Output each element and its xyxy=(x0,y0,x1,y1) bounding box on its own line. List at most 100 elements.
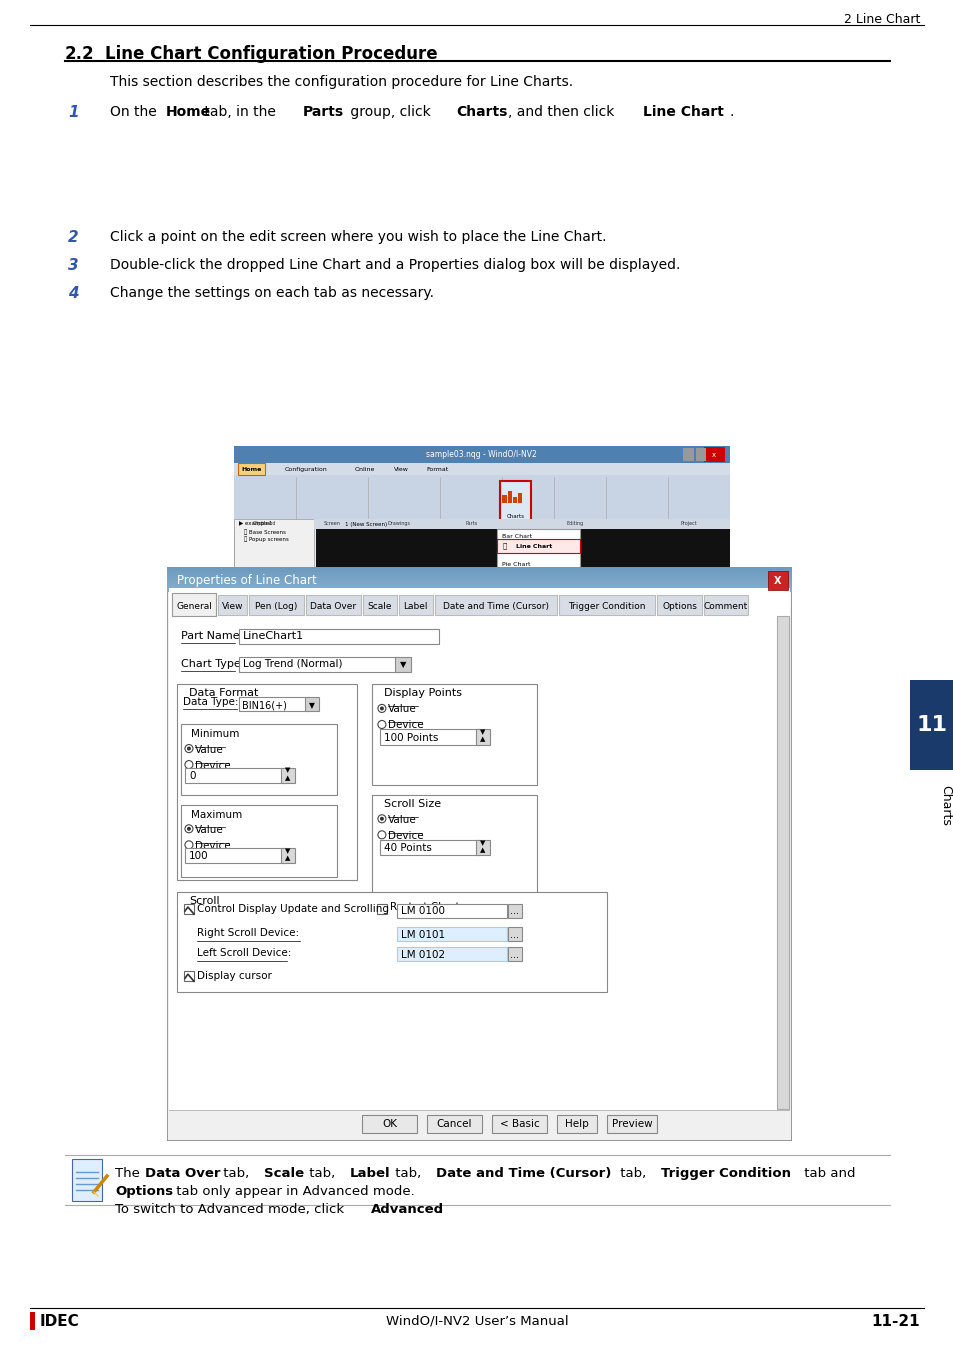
Text: View: View xyxy=(222,602,243,610)
Text: ▼: ▼ xyxy=(309,701,314,710)
Text: WindO/I-NV2 User’s Manual: WindO/I-NV2 User’s Manual xyxy=(385,1315,568,1327)
Bar xyxy=(435,595,557,616)
Text: ▼: ▼ xyxy=(399,660,406,668)
Circle shape xyxy=(377,705,386,713)
Text: < Basic: < Basic xyxy=(499,1119,538,1129)
Text: Data Format: Data Format xyxy=(189,688,258,698)
Bar xyxy=(476,840,490,855)
Bar xyxy=(316,520,729,574)
Text: ...: ... xyxy=(510,930,518,940)
Text: Date and Time (Cursor): Date and Time (Cursor) xyxy=(442,602,548,610)
Bar xyxy=(185,768,285,783)
Bar xyxy=(167,567,791,593)
Text: Bar Chart: Bar Chart xyxy=(502,535,532,539)
Text: tab,: tab, xyxy=(391,1166,425,1180)
Text: Meter: Meter xyxy=(502,570,520,575)
Text: Screen: Screen xyxy=(323,521,340,526)
Text: Value: Value xyxy=(388,705,416,714)
Text: Data Type:: Data Type: xyxy=(183,698,238,707)
Bar xyxy=(181,805,336,878)
Bar xyxy=(557,1115,597,1133)
Circle shape xyxy=(379,817,383,821)
Text: 0: 0 xyxy=(189,771,195,780)
Text: Device: Device xyxy=(388,830,423,841)
Text: 1: 1 xyxy=(68,105,78,120)
Text: tab only appear in Advanced mode.: tab only appear in Advanced mode. xyxy=(172,1185,415,1197)
Bar xyxy=(767,571,787,590)
Text: Right Scroll Device:: Right Scroll Device: xyxy=(196,927,298,938)
Bar xyxy=(507,948,521,961)
Text: Parts: Parts xyxy=(465,521,477,526)
Text: Data Over: Data Over xyxy=(310,602,356,610)
Text: Options: Options xyxy=(115,1185,172,1197)
Bar xyxy=(376,904,387,914)
Text: LM 0101: LM 0101 xyxy=(400,930,444,940)
Text: Scroll: Scroll xyxy=(189,896,219,906)
Text: x: x xyxy=(712,452,716,459)
Text: Pie Chart: Pie Chart xyxy=(502,562,531,567)
Text: Value: Value xyxy=(194,745,223,755)
Text: .: . xyxy=(436,1203,440,1216)
Text: tab,: tab, xyxy=(616,1166,650,1180)
Text: Comment: Comment xyxy=(703,602,747,610)
Bar xyxy=(682,448,693,462)
Bar xyxy=(497,539,579,553)
Text: Online: Online xyxy=(355,467,375,471)
Bar xyxy=(379,729,479,745)
Text: .: . xyxy=(728,105,733,119)
Text: Parts: Parts xyxy=(302,105,343,119)
Bar xyxy=(306,595,360,616)
Text: Label: Label xyxy=(350,1166,390,1180)
Circle shape xyxy=(187,826,191,830)
Bar xyxy=(502,495,506,502)
Text: tab,: tab, xyxy=(218,1166,253,1180)
Bar xyxy=(305,698,318,711)
Bar xyxy=(238,629,438,644)
Bar xyxy=(176,684,356,880)
Text: ▲: ▲ xyxy=(479,846,485,853)
Text: On the: On the xyxy=(110,105,161,119)
Bar xyxy=(497,529,579,571)
Bar xyxy=(372,795,537,895)
Text: LM 0102: LM 0102 xyxy=(400,950,444,960)
Circle shape xyxy=(185,825,193,833)
Text: Device: Device xyxy=(194,760,231,771)
Text: 11: 11 xyxy=(916,716,946,734)
Bar xyxy=(233,520,314,574)
Text: Minimum: Minimum xyxy=(191,729,239,740)
Text: Pen (Log): Pen (Log) xyxy=(255,602,297,610)
Circle shape xyxy=(187,747,191,751)
Bar xyxy=(233,463,729,475)
Text: The: The xyxy=(115,1166,144,1180)
Bar xyxy=(606,1115,657,1133)
Text: This section describes the configuration procedure for Line Charts.: This section describes the configuration… xyxy=(110,76,573,89)
Circle shape xyxy=(377,815,386,822)
Text: Log Trend (Normal): Log Trend (Normal) xyxy=(243,659,342,670)
Bar xyxy=(181,725,336,795)
Bar xyxy=(218,595,247,616)
Text: , and then click: , and then click xyxy=(508,105,618,119)
Bar xyxy=(185,848,285,863)
Bar xyxy=(361,1115,416,1133)
Bar xyxy=(507,904,521,918)
Text: ▼: ▼ xyxy=(479,729,485,736)
Text: Home: Home xyxy=(241,467,261,471)
Bar xyxy=(492,1115,546,1133)
Text: Double-click the dropped Line Chart and a Properties dialog box will be displaye: Double-click the dropped Line Chart and … xyxy=(110,258,679,271)
Text: group, click: group, click xyxy=(346,105,435,119)
Bar xyxy=(237,463,264,475)
Text: General: General xyxy=(176,602,212,610)
Text: Charts: Charts xyxy=(939,784,951,826)
Text: 4: 4 xyxy=(68,286,78,301)
Text: Advanced: Advanced xyxy=(371,1203,443,1216)
Bar xyxy=(499,481,531,522)
Bar xyxy=(703,595,747,616)
Text: Trigger Condition: Trigger Condition xyxy=(568,602,645,610)
Text: ▲: ▲ xyxy=(479,737,485,742)
Text: Options: Options xyxy=(661,602,697,610)
Text: X: X xyxy=(773,576,781,586)
Bar xyxy=(30,1312,35,1330)
Text: Preview: Preview xyxy=(611,1119,652,1129)
Text: ▲: ▲ xyxy=(285,775,291,780)
Bar xyxy=(184,971,193,981)
